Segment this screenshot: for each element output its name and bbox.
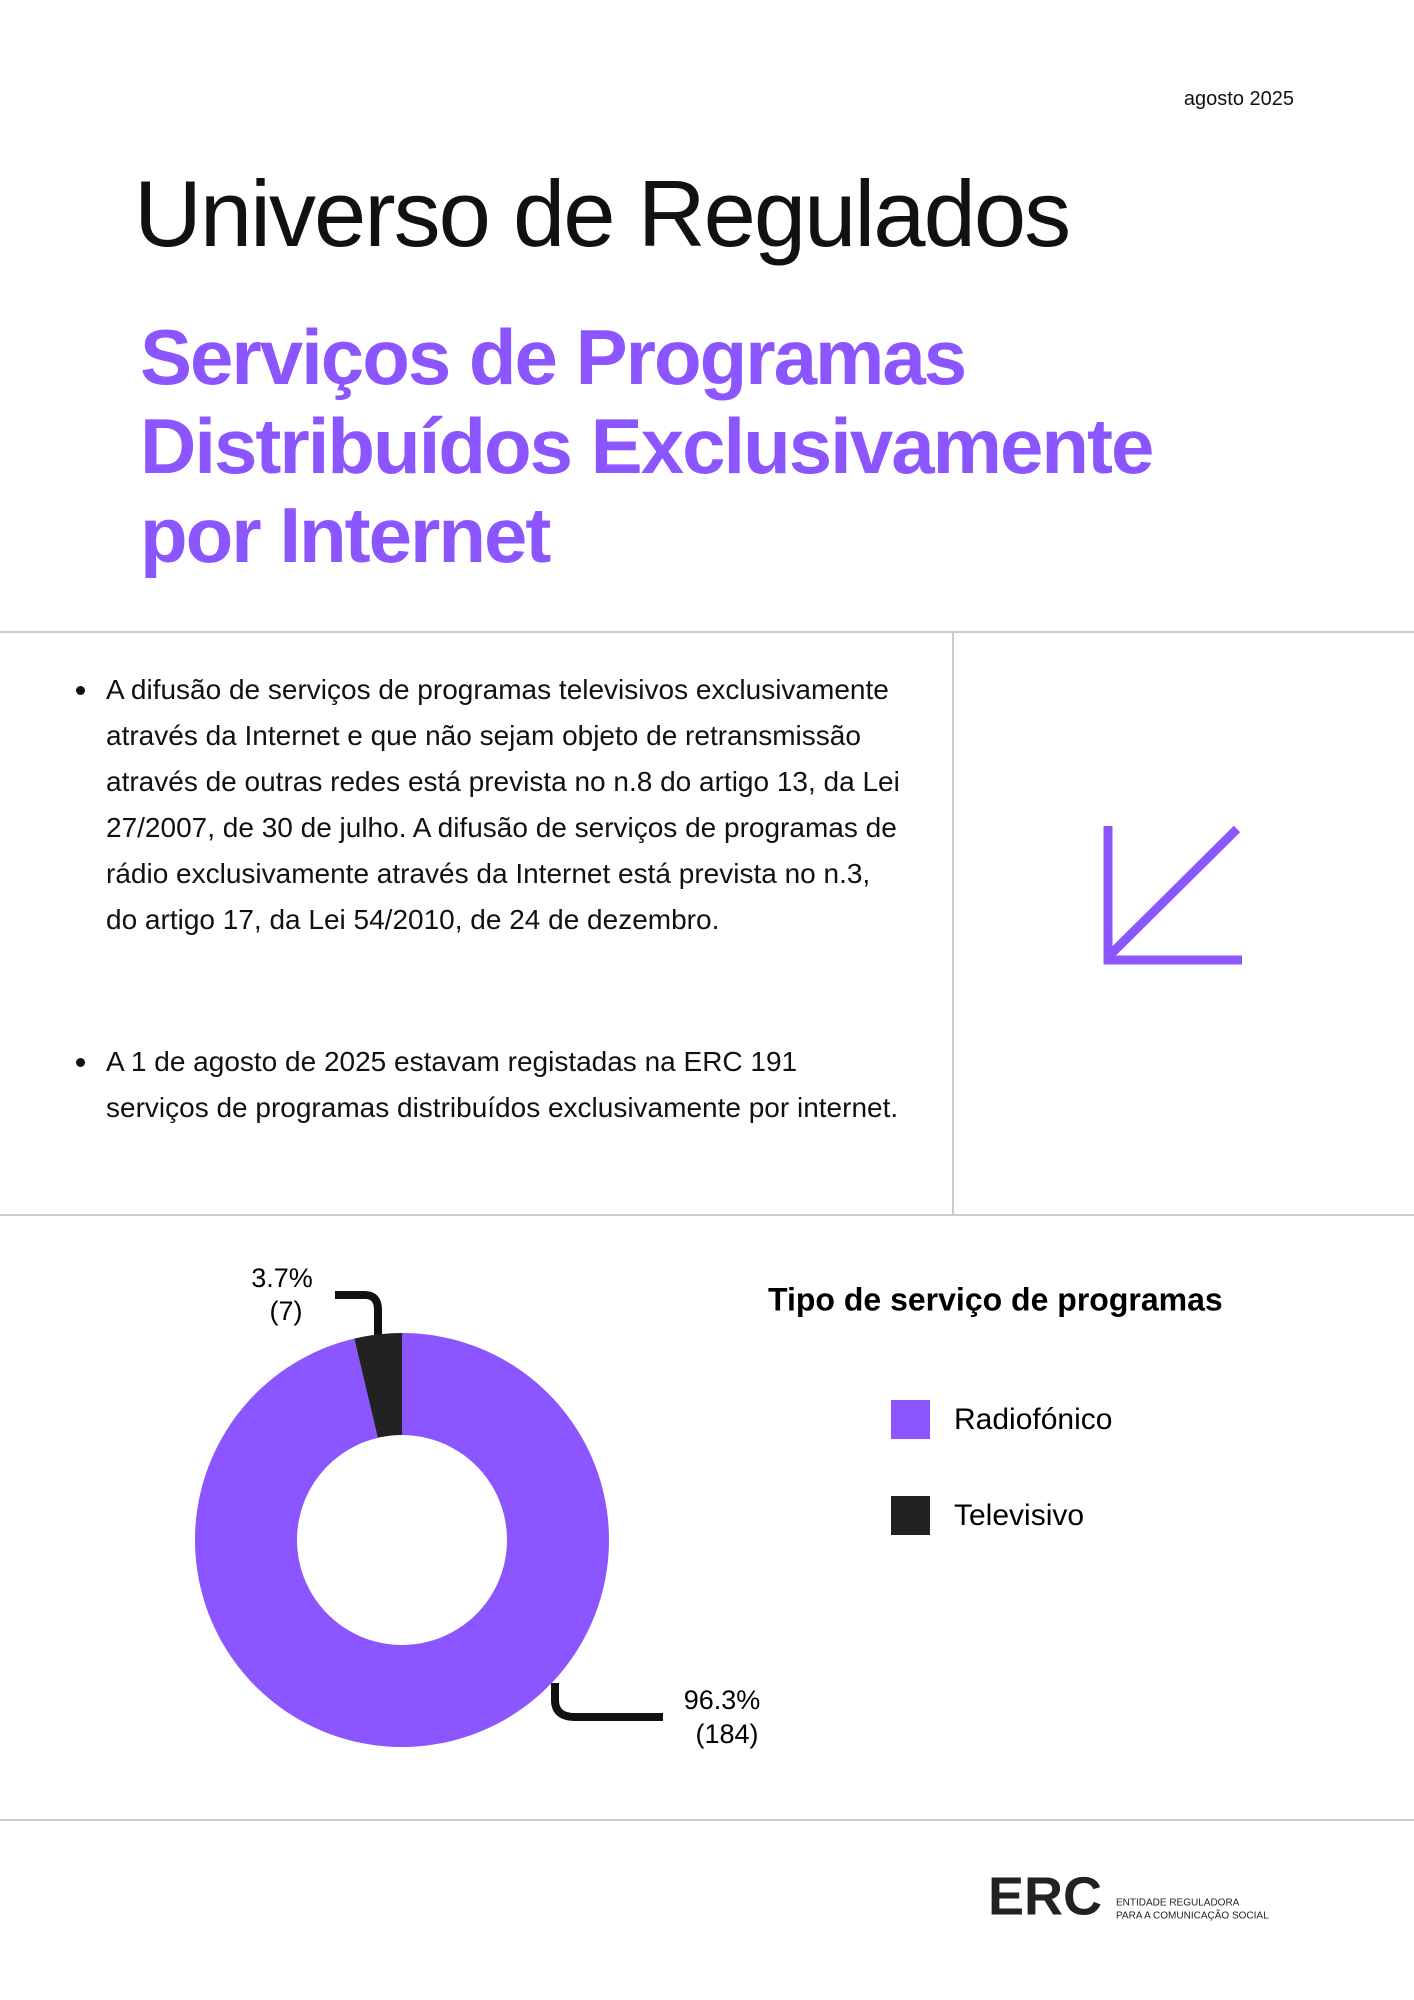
page-title: Universo de Regulados <box>134 161 1071 266</box>
date: agosto 2025 <box>1183 88 1294 110</box>
leader-line <box>335 1291 382 1338</box>
legend-swatch <box>891 1496 930 1535</box>
bullet-item: A difusão de serviços de programas telev… <box>76 667 906 943</box>
subtitle: Serviços de Programas <box>140 313 967 401</box>
pie-slice <box>354 1333 402 1438</box>
pie-slice <box>195 1333 610 1748</box>
divider <box>0 1819 1414 1821</box>
logo-tagline: PARA A COMUNICAÇÃO SOCIAL <box>1116 1909 1269 1922</box>
logo-tagline: ENTIDADE REGULADORA <box>1116 1898 1240 1909</box>
data-label: (184) <box>695 1719 758 1749</box>
legend-label: Televisivo <box>954 1499 1084 1532</box>
divider <box>0 1214 1414 1216</box>
subtitle: por Internet <box>140 491 551 579</box>
bullet-text: A difusão de serviços de programas telev… <box>106 674 900 935</box>
divider <box>952 631 954 1214</box>
subtitle: Distribuídos Exclusivamente <box>140 402 1154 490</box>
divider <box>0 631 1414 633</box>
legend-label: Radiofónico <box>954 1403 1112 1436</box>
legend-title: Tipo de serviço de programas <box>768 1281 1223 1317</box>
data-label: 96.3% <box>684 1685 761 1715</box>
arrow-icon <box>1103 825 1242 965</box>
bullet-text: A 1 de agosto de 2025 estavam registadas… <box>106 1046 899 1123</box>
data-label: 3.7% <box>251 1263 313 1293</box>
data-label: (7) <box>270 1296 303 1326</box>
bullet-item: A 1 de agosto de 2025 estavam registadas… <box>76 1039 906 1131</box>
legend-swatch <box>891 1400 930 1439</box>
leader-line <box>551 1683 663 1721</box>
logo: ERC <box>988 1866 1102 1926</box>
